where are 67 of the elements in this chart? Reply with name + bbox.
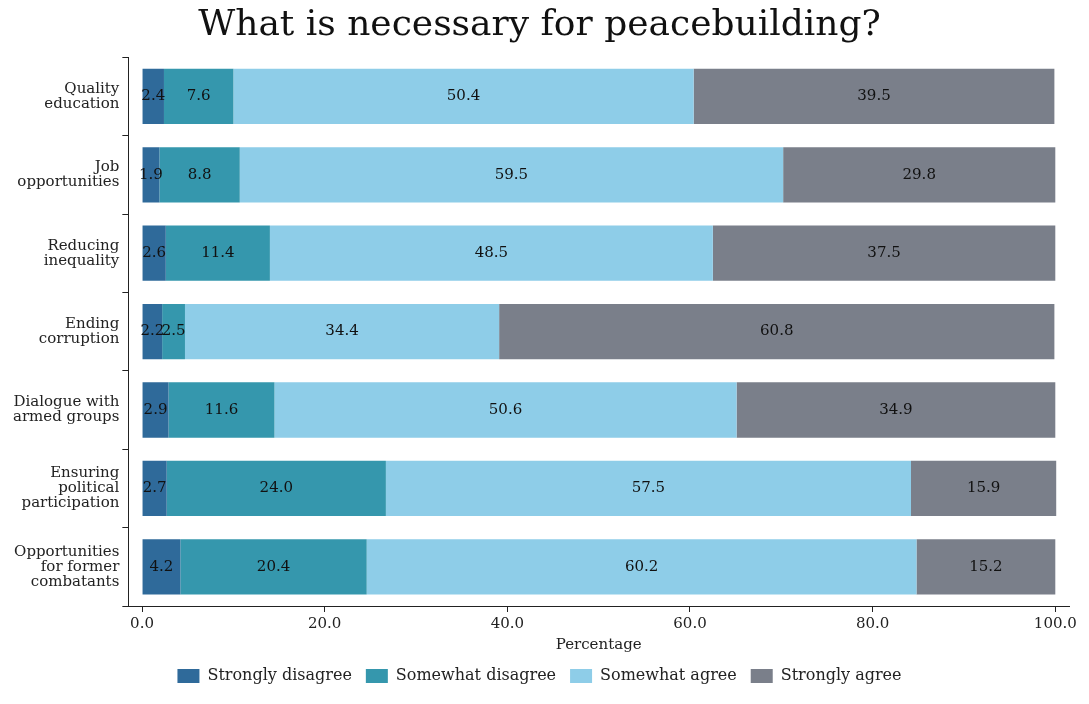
bar [274,382,737,438]
data-label: 60.2 [624,556,659,575]
x-tick-label: 60.0 [673,613,707,632]
y-tick-label: Job opportunities [17,157,120,191]
legend-label: Strongly disagree [207,665,352,685]
x-axis-title: Percentage [555,634,642,653]
data-label: 34.4 [325,321,359,340]
y-tick-label: Dialogue with armed groups [12,392,120,426]
bar [736,382,1056,438]
data-label: 34.9 [879,399,913,418]
data-label: 20.4 [256,556,291,575]
x-tick-label: 0.0 [130,613,154,632]
bar [180,539,367,595]
chart-title: What is necessary for peacebuilding? [198,1,881,43]
data-label: 24.0 [259,478,293,497]
bar [366,539,917,595]
bar [165,225,270,281]
data-label: 4.2 [149,556,174,575]
data-label: 37.5 [867,243,901,262]
x-tick-label: 100.0 [1033,613,1077,632]
legend-label: Somewhat agree [600,665,737,685]
bar [911,460,1057,517]
bar [783,147,1056,203]
data-label: 2.6 [142,243,167,262]
y-tick-label: Opportunities for former combatants [14,541,121,590]
data-label: 60.8 [760,321,794,340]
data-label: 11.6 [204,399,239,418]
data-label: 7.6 [186,86,211,105]
legend-label: Somewhat disagree [395,665,557,685]
x-tick-label: 40.0 [490,613,525,632]
data-label: 59.5 [494,164,529,183]
data-label: 15.2 [969,556,1003,575]
data-label: 48.5 [474,243,509,262]
data-label: 2.7 [142,478,167,497]
y-tick-label: Ensuring political participation [21,463,120,512]
data-label: 2.5 [161,321,186,340]
data-label: 39.5 [857,86,891,105]
bar [712,225,1056,281]
bar [269,225,713,281]
data-label: 29.8 [902,164,936,183]
bar [916,539,1056,595]
data-label: 50.4 [446,86,481,105]
y-tick-label: Quality education [44,78,120,112]
y-tick-label: Reducing inequality [43,235,120,269]
data-label: 2.9 [143,399,168,418]
x-tick-label: 80.0 [855,613,890,632]
bar [385,460,912,517]
x-tick-label: 20.0 [307,613,342,632]
data-label: 57.5 [631,478,666,497]
data-label: 15.9 [966,478,1001,497]
y-tick-label: Ending corruption [38,313,120,347]
data-label: 50.6 [488,399,523,418]
legend-label: Strongly agree [780,665,902,685]
bar [499,303,1055,360]
bar [162,303,185,360]
bar [184,303,500,360]
bar [142,539,181,595]
data-label: 11.4 [201,243,235,262]
bar [142,460,167,517]
bar [163,68,234,125]
bar [166,460,386,517]
bar [693,68,1055,125]
data-label: 8.8 [187,164,212,183]
bar [233,68,694,125]
bar [142,382,169,438]
bar [168,382,275,438]
bar [239,147,784,203]
